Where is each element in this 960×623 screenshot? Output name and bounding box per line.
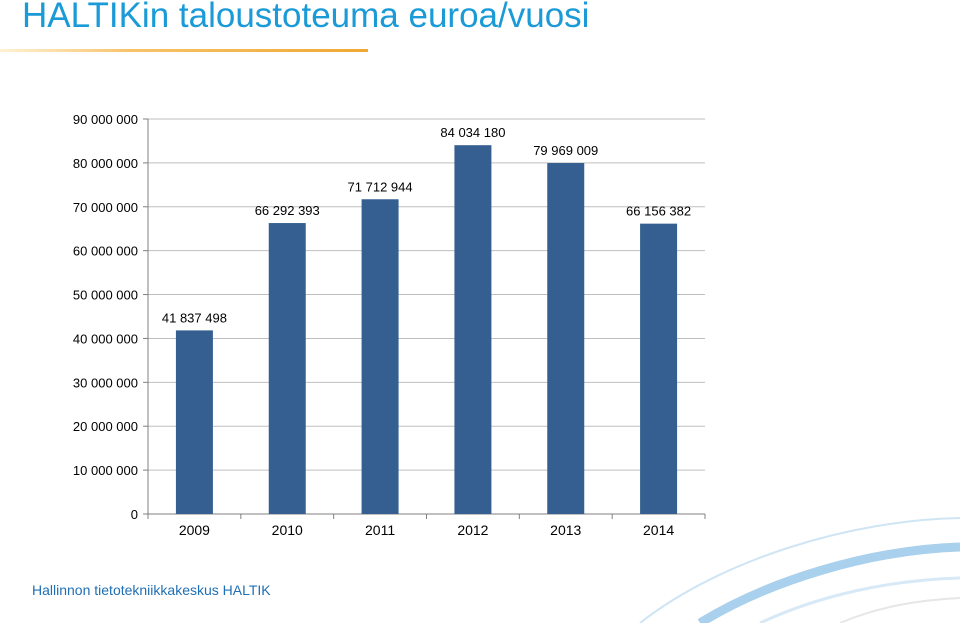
bar-2010 <box>268 223 306 514</box>
grid-lines <box>148 118 705 471</box>
x-tick-label-2009: 2009 <box>179 522 210 538</box>
y-axis-tick-labels: 0 10 000 000 20 000 000 30 000 000 40 000 00… <box>73 112 138 522</box>
x-tick-label-2013: 2013 <box>550 522 581 538</box>
x-tick-label-2014: 2014 <box>643 522 674 538</box>
data-label-2011: 71 712 944 <box>348 179 413 194</box>
chart-axes <box>143 118 706 519</box>
data-label-2012: 84 034 180 <box>440 125 505 140</box>
y-tick-label: 30 000 000 <box>73 375 138 390</box>
y-tick-label: 90 000 000 <box>73 112 138 127</box>
x-tick-label-2011: 2011 <box>365 522 395 538</box>
y-tick-label: 80 000 000 <box>73 156 138 171</box>
bar-2014 <box>640 223 678 515</box>
bar-chart: 0 10 000 000 20 000 000 30 000 000 40 000 00… <box>73 112 706 538</box>
data-label-2013: 79 969 009 <box>533 143 598 158</box>
x-axis-tick-labels: 2009 2010 2011 2012 2013 2014 <box>179 522 675 538</box>
y-tick-label: 60 000 000 <box>73 244 138 259</box>
bar-2009 <box>175 330 213 514</box>
data-label-2010: 66 292 393 <box>255 203 320 218</box>
page-title: HALTIKin taloustoteuma euroa/vuosi <box>22 0 590 35</box>
bar-2011 <box>361 199 399 514</box>
x-tick-label-2010: 2010 <box>272 522 303 538</box>
y-tick-label: 70 000 000 <box>73 200 138 215</box>
y-tick-label: 10 000 000 <box>73 463 138 478</box>
y-tick-label: 40 000 000 <box>73 331 138 346</box>
y-tick-label: 20 000 000 <box>73 419 138 434</box>
y-tick-label: 0 <box>131 507 138 522</box>
bar-data-labels: 41 837 498 66 292 393 71 712 944 84 034 180… <box>162 125 691 325</box>
data-label-2009: 41 837 498 <box>162 310 227 325</box>
bars <box>175 145 678 515</box>
y-tick-label: 50 000 000 <box>73 288 138 303</box>
title-underline <box>0 49 368 52</box>
footer-organization: Hallinnon tietotekniikkakeskus HALTIK <box>32 582 271 598</box>
x-tick-label-2012: 2012 <box>457 522 488 538</box>
bar-2013 <box>547 163 585 514</box>
data-label-2014: 66 156 382 <box>626 204 691 219</box>
bar-2012 <box>454 145 492 514</box>
